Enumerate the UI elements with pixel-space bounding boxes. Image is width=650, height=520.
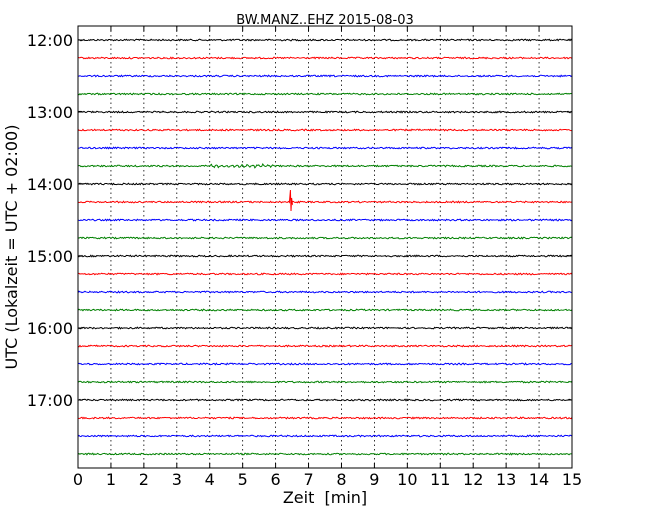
x-tick-label: 0 xyxy=(73,470,83,489)
x-tick-label: 14 xyxy=(529,470,549,489)
trace-line xyxy=(77,398,573,402)
x-tick-label: 10 xyxy=(397,470,417,489)
y-tick-label: 15:00 xyxy=(27,247,73,266)
grid-lines xyxy=(110,26,540,468)
trace-line xyxy=(77,110,573,114)
x-tick-label: 13 xyxy=(496,470,516,489)
x-axis-label: Zeit [min] xyxy=(283,488,367,507)
trace-line xyxy=(77,56,573,60)
traces xyxy=(77,38,573,456)
x-tick-label: 6 xyxy=(271,470,281,489)
chart-title: BW.MANZ..EHZ 2015-08-03 xyxy=(236,13,414,28)
trace-line xyxy=(77,189,573,212)
y-tick-label: 14:00 xyxy=(27,175,73,194)
trace-line xyxy=(77,326,573,330)
x-axis-ticks: 0 1 2 3 4 5 6 7 8 9 10 11 12 13 14 15 xyxy=(73,26,582,489)
trace-line xyxy=(77,254,573,258)
x-tick-label: 15 xyxy=(562,470,582,489)
trace-line xyxy=(77,74,573,78)
trace-line xyxy=(77,362,573,366)
trace-line xyxy=(77,290,573,294)
x-tick-label: 12 xyxy=(463,470,483,489)
x-tick-label: 3 xyxy=(172,470,182,489)
y-tick-label: 13:00 xyxy=(27,103,73,122)
trace-line xyxy=(77,182,573,186)
trace-line xyxy=(77,308,573,312)
trace-line xyxy=(77,434,573,438)
trace-line xyxy=(77,416,573,420)
trace-line xyxy=(77,236,573,240)
trace-line xyxy=(77,380,573,384)
y-tick-label: 17:00 xyxy=(27,391,73,410)
trace-line xyxy=(77,146,573,150)
y-tick-label: 12:00 xyxy=(27,31,73,50)
trace-line xyxy=(77,92,573,96)
x-tick-label: 2 xyxy=(139,470,149,489)
trace-line xyxy=(77,452,573,456)
x-tick-label: 5 xyxy=(238,470,248,489)
x-tick-label: 7 xyxy=(303,470,313,489)
trace-line xyxy=(77,344,573,348)
y-axis-ticks: 12:00 13:00 14:00 15:00 16:00 17:00 xyxy=(27,31,572,410)
plot-frame xyxy=(77,25,573,469)
x-tick-label: 4 xyxy=(205,470,215,489)
x-tick-label: 11 xyxy=(430,470,450,489)
trace-line xyxy=(77,163,573,169)
x-tick-label: 9 xyxy=(369,470,379,489)
trace-line xyxy=(77,128,573,132)
x-tick-label: 8 xyxy=(336,470,346,489)
y-axis-label: UTC (Lokalzeit = UTC + 02:00) xyxy=(2,125,21,370)
trace-line xyxy=(77,272,573,276)
y-tick-label: 16:00 xyxy=(27,319,73,338)
x-tick-label: 1 xyxy=(106,470,116,489)
trace-line xyxy=(77,38,573,42)
trace-line xyxy=(77,218,573,222)
